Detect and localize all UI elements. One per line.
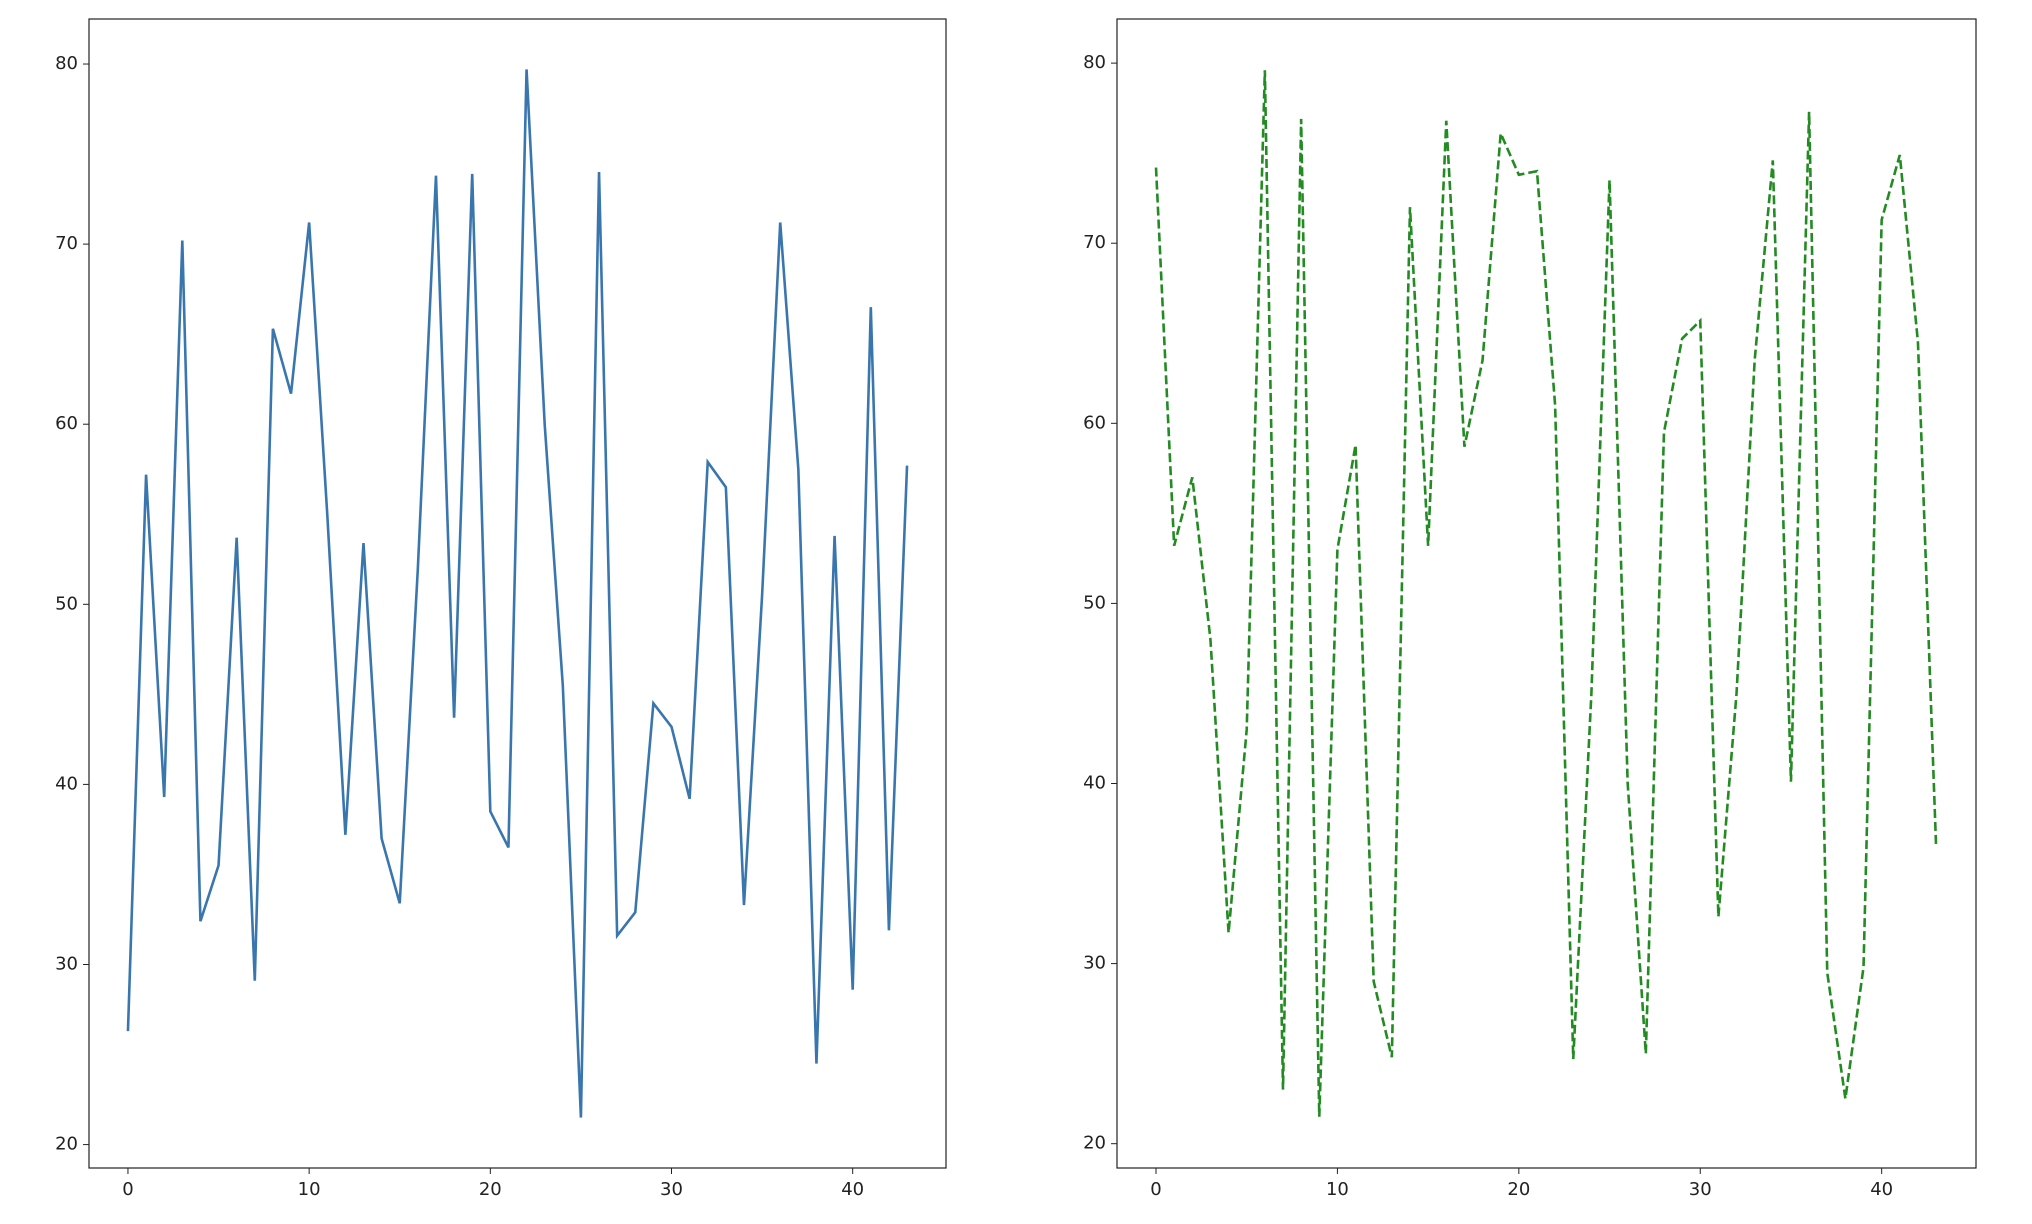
y-tick-label: 80: [1083, 52, 1106, 73]
x-tick-label: 20: [1507, 1179, 1530, 1200]
x-tick-label: 40: [841, 1179, 864, 1200]
y-tick-label: 40: [55, 773, 78, 794]
y-tick-label: 30: [1083, 953, 1106, 974]
y-tick-label: 50: [1083, 592, 1106, 613]
data-line: [126, 69, 909, 1118]
axes-frame: [88, 18, 947, 1169]
y-tick-label: 20: [1083, 1133, 1106, 1154]
x-tick-label: 30: [660, 1179, 683, 1200]
y-tick-label: 60: [55, 413, 78, 434]
x-tick-label: 10: [298, 1179, 321, 1200]
data-line: [1154, 70, 1938, 1117]
y-tick-label: 70: [1083, 232, 1106, 253]
y-tick-label: 20: [55, 1134, 78, 1155]
y-tick-label: 50: [55, 593, 78, 614]
y-tick-label: 80: [55, 53, 78, 74]
y-tick-label: 60: [1083, 412, 1106, 433]
y-tick-label: 40: [1083, 772, 1106, 793]
y-tick-label: 30: [55, 953, 78, 974]
x-tick-label: 0: [122, 1179, 133, 1200]
x-tick-label: 20: [479, 1179, 502, 1200]
x-tick-label: 10: [1326, 1179, 1349, 1200]
x-tick-label: 40: [1870, 1179, 1893, 1200]
y-tick-label: 70: [55, 233, 78, 254]
axes-frame: [1116, 18, 1977, 1169]
x-tick-label: 0: [1150, 1179, 1161, 1200]
x-tick-label: 30: [1689, 1179, 1712, 1200]
